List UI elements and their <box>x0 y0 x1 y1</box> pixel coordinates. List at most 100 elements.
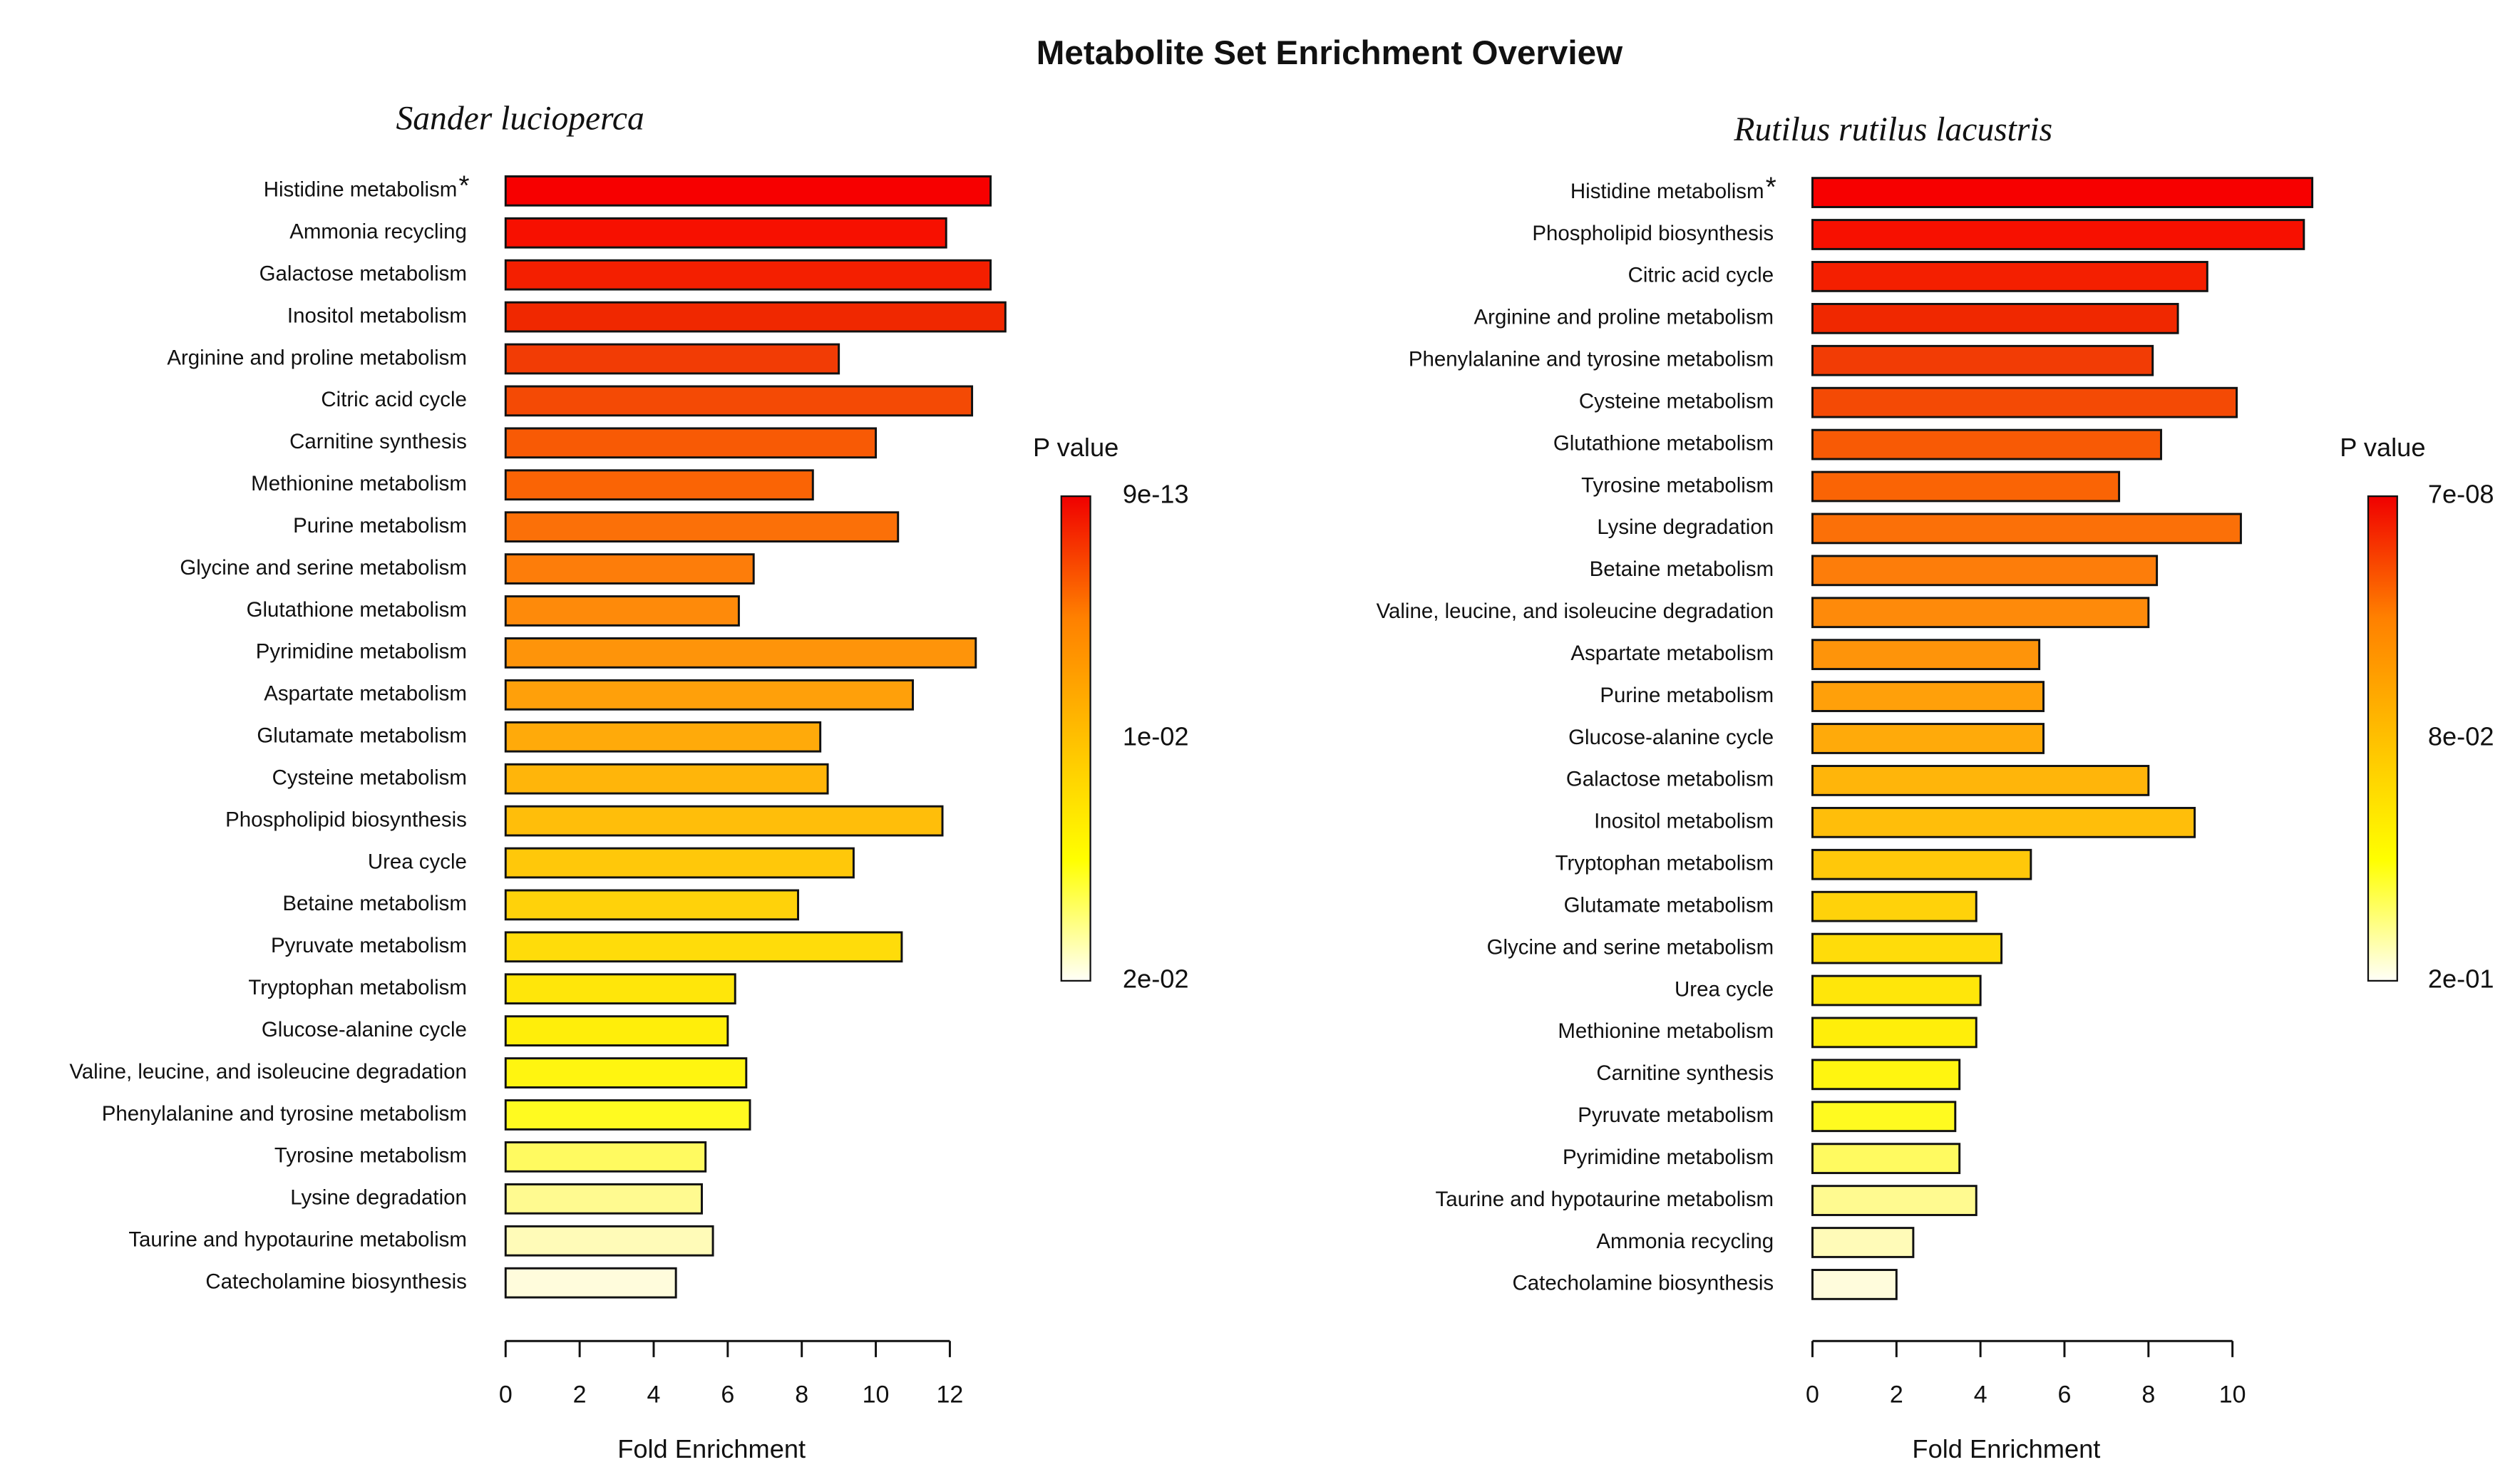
category-label: Pyrimidine metabolism <box>256 640 467 664</box>
category-label: Galactose metabolism <box>259 262 467 285</box>
x-axis-title: Fold Enrichment <box>1912 1434 2100 1463</box>
bar <box>1811 428 2162 460</box>
bar <box>1811 932 2003 964</box>
category-label: Phenylalanine and tyrosine metabolism <box>1409 348 1774 371</box>
category-label: Betaine metabolism <box>1590 557 1774 581</box>
category-label: Pyruvate metabolism <box>271 934 467 957</box>
bar <box>1811 1059 1961 1091</box>
bar <box>1811 261 2208 292</box>
x-tick-label: 2 <box>1890 1381 1903 1408</box>
colorbar-title: P value <box>1033 433 1118 462</box>
x-axis-title: Fold Enrichment <box>617 1434 806 1463</box>
bar <box>504 763 829 795</box>
x-tick-label: 10 <box>863 1381 890 1408</box>
category-label: Carnitine synthesis <box>1596 1061 1774 1085</box>
category-label: Taurine and hypotaurine metabolism <box>1436 1188 1774 1211</box>
category-label: Tyrosine metabolism <box>1581 473 1774 497</box>
colorbar <box>2367 495 2398 982</box>
bar <box>1811 890 1978 922</box>
category-label: Phospholipid biosynthesis <box>1532 222 1774 245</box>
category-label: Histidine metabolism <box>264 178 458 202</box>
bar <box>1811 555 2159 587</box>
bar <box>504 973 736 1005</box>
category-label: Pyruvate metabolism <box>1578 1103 1774 1127</box>
category-label: Aspartate metabolism <box>264 682 467 706</box>
category-label: Valine, leucine, and isoleucine degradat… <box>69 1060 467 1084</box>
category-label: Citric acid cycle <box>1628 264 1774 287</box>
bar <box>504 931 903 963</box>
category-label: Citric acid cycle <box>321 388 466 411</box>
figure-title: Metabolite Set Enrichment Overview <box>1037 34 1623 72</box>
bar <box>504 1057 748 1089</box>
category-label: Arginine and proline metabolism <box>1474 306 1774 329</box>
colorbar-title: P value <box>2340 433 2425 462</box>
bar <box>504 175 992 207</box>
bar <box>1811 344 2154 376</box>
category-label: Glycine and serine metabolism <box>180 556 467 580</box>
bar <box>504 301 1007 333</box>
category-label: Methionine metabolism <box>1558 1019 1774 1043</box>
bar <box>1811 219 2305 250</box>
bar <box>1811 1101 1957 1133</box>
bar <box>504 1015 729 1047</box>
x-tick-label: 4 <box>1974 1381 1987 1408</box>
bar <box>504 1267 677 1299</box>
bar <box>504 889 799 921</box>
x-tick-label: 8 <box>2141 1381 2155 1408</box>
category-label: Catecholamine biosynthesis <box>1513 1272 1774 1295</box>
colorbar-tick-label: 2e-01 <box>2428 964 2494 993</box>
category-label: Inositol metabolism <box>287 304 467 327</box>
chart-subtitle: Sander lucioperca <box>396 100 644 137</box>
bar <box>1811 513 2242 545</box>
category-label: Taurine and hypotaurine metabolism <box>128 1228 467 1252</box>
bar <box>504 259 992 291</box>
bar <box>504 553 755 585</box>
bar <box>1811 681 2045 712</box>
bar <box>1811 597 2150 629</box>
category-label: Histidine metabolism <box>1570 180 1764 203</box>
category-label: Glucose-alanine cycle <box>262 1018 467 1041</box>
category-label: Tyrosine metabolism <box>274 1144 467 1168</box>
annotation: * <box>459 170 470 201</box>
category-label: Glucose-alanine cycle <box>1568 726 1774 749</box>
category-label: Tryptophan metabolism <box>248 976 467 999</box>
bar <box>504 217 947 249</box>
bar <box>504 805 944 837</box>
category-label: Catecholamine biosynthesis <box>205 1270 467 1293</box>
bar <box>504 595 740 627</box>
bar <box>504 511 900 543</box>
category-label: Cysteine metabolism <box>272 766 467 789</box>
bar <box>504 637 977 669</box>
colorbar-tick-label: 8e-02 <box>2428 722 2494 751</box>
colorbar-tick-label: 7e-08 <box>2428 480 2494 509</box>
category-label: Galactose metabolism <box>1566 768 1774 791</box>
bar <box>504 1099 751 1131</box>
category-label: Ammonia recycling <box>1596 1230 1774 1253</box>
bar <box>504 847 855 879</box>
bar <box>504 1225 714 1257</box>
bar <box>504 1141 707 1173</box>
bar <box>1811 1143 1961 1175</box>
category-label: Tryptophan metabolism <box>1555 852 1774 875</box>
bar <box>1811 386 2238 418</box>
bar <box>1811 470 2121 503</box>
category-label: Lysine degradation <box>1597 515 1774 539</box>
category-label: Phospholipid biosynthesis <box>225 808 467 831</box>
category-label: Glycine and serine metabolism <box>1487 935 1774 959</box>
colorbar-tick-label: 9e-13 <box>1123 480 1189 509</box>
bar <box>1811 639 2041 671</box>
bar <box>1811 302 2179 334</box>
category-label: Arginine and proline metabolism <box>167 346 467 369</box>
category-label: Glutathione metabolism <box>247 598 467 622</box>
x-tick-label: 0 <box>1806 1381 1819 1408</box>
category-label: Urea cycle <box>1675 977 1774 1001</box>
bar <box>1811 1227 1915 1258</box>
bar <box>1811 1185 1978 1216</box>
bar <box>504 721 822 753</box>
category-label: Ammonia recycling <box>289 220 467 244</box>
colorbar <box>1060 495 1091 982</box>
bar <box>1811 806 2196 838</box>
annotation: * <box>1766 173 1776 203</box>
x-tick-label: 4 <box>647 1381 661 1408</box>
